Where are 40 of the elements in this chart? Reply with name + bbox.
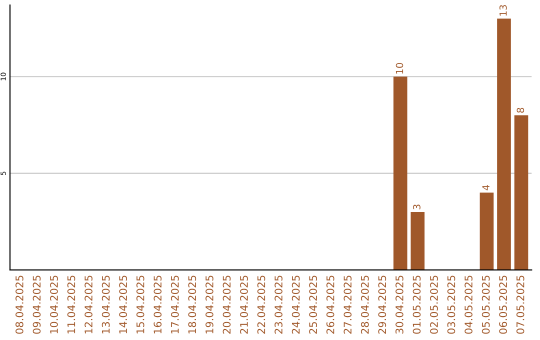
x-tick-label: 17.04.2025 [170, 276, 179, 334]
x-tick-label: 23.04.2025 [274, 276, 282, 334]
bar [480, 192, 494, 270]
x-tick-label: 18.04.2025 [188, 276, 196, 334]
x-tick-label: 10.04.2025 [50, 276, 58, 334]
x-tick-label: 29.04.2025 [378, 276, 386, 334]
x-tick-label: 08.04.2025 [15, 276, 24, 334]
x-tick-label: 24.04.2025 [292, 276, 300, 334]
x-tick-label: 04.05.2025 [464, 276, 472, 334]
x-tick-label: 11.04.2025 [67, 276, 76, 334]
bar [393, 76, 408, 270]
x-tick-label: 05.05.2025 [482, 276, 490, 334]
x-tick-label: 27.04.2025 [344, 276, 352, 334]
x-tick-label: 19.04.2025 [206, 276, 214, 334]
x-tick-label: 16.04.2025 [154, 276, 162, 334]
x-tick-label: 09.04.2025 [32, 276, 41, 334]
bar [514, 115, 528, 270]
x-tick-label: 13.04.2025 [102, 276, 110, 334]
x-tick-label: 30.04.2025 [396, 276, 404, 334]
x-tick-label: 12.04.2025 [84, 276, 92, 334]
x-tick-label: 15.04.2025 [136, 276, 144, 334]
x-tick-label: 14.04.2025 [119, 276, 128, 334]
data-label: 13 [499, 5, 507, 16]
data-label: 3 [413, 204, 420, 210]
x-tick-label: 20.04.2025 [222, 276, 231, 334]
x-tick-label: 21.04.2025 [240, 276, 248, 334]
x-tick-label: 06.05.2025 [499, 276, 508, 334]
data-label: 10 [396, 62, 404, 74]
x-tick-label: 07.05.2025 [516, 276, 524, 334]
data-label: 8 [516, 108, 524, 113]
bar [410, 212, 425, 270]
x-tick-label: 25.04.2025 [309, 276, 318, 334]
x-tick-label: 01.05.2025 [412, 276, 421, 334]
x-tick-label: 02.05.2025 [430, 276, 438, 334]
bar [497, 18, 511, 270]
x-tick-label: 03.05.2025 [447, 276, 456, 334]
x-tick-label: 28.04.2025 [360, 276, 369, 334]
x-tick-label: 26.04.2025 [326, 276, 334, 334]
data-label: 4 [482, 185, 490, 190]
x-tick-label: 22.04.2025 [257, 276, 266, 334]
